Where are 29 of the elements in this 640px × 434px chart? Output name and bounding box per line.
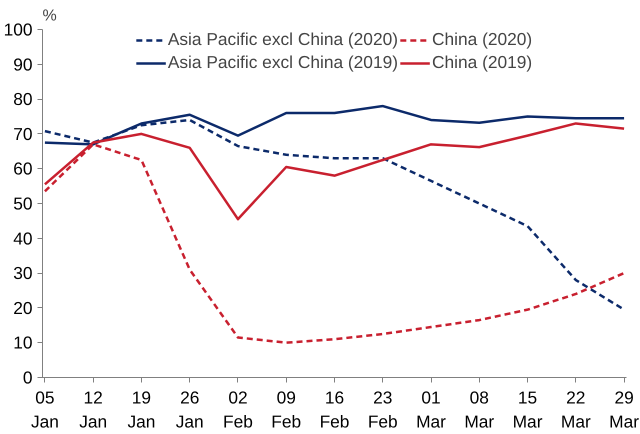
x-tick-label: 19 Jan	[127, 388, 156, 432]
x-tick-label: 01 Mar	[416, 388, 446, 432]
y-tick-label: 0	[22, 368, 33, 388]
x-tick-label: 09 Feb	[271, 388, 302, 432]
x-tick-label: 05 Jan	[30, 388, 59, 432]
y-tick-label: 80	[13, 89, 33, 110]
y-tick-label: 20	[13, 298, 33, 318]
y-tick-label: 60	[13, 158, 33, 179]
y-axis-title: %	[42, 8, 57, 24]
y-tick-label: 90	[13, 54, 33, 74]
x-tick-label: 08 Mar	[464, 388, 494, 432]
x-tick-label: 16 Feb	[320, 388, 350, 432]
y-tick-label: 40	[13, 228, 33, 248]
legend-label: Asia Pacific excl China (2019)	[168, 52, 398, 73]
y-tick-label: 50	[13, 194, 33, 214]
legend-label: Asia Pacific excl China (2020)	[168, 29, 398, 50]
y-tick-label: 100	[4, 20, 33, 40]
x-tick-label: 23 Feb	[368, 388, 398, 432]
x-tick-label: 26 Jan	[176, 388, 204, 432]
x-tick-label: 15 Mar	[512, 388, 543, 432]
x-tick-label: 12 Jan	[79, 388, 108, 432]
legend-label: China (2020)	[432, 29, 532, 50]
y-tick-label: 30	[13, 263, 33, 284]
x-tick-label: 29 Mar	[609, 388, 640, 432]
y-tick-label: 10	[13, 332, 33, 353]
y-tick-label: 70	[13, 124, 33, 144]
x-tick-label: 02 Feb	[223, 388, 253, 432]
legend-label: China (2019)	[432, 52, 532, 73]
x-tick-label: 22 Mar	[560, 388, 591, 432]
